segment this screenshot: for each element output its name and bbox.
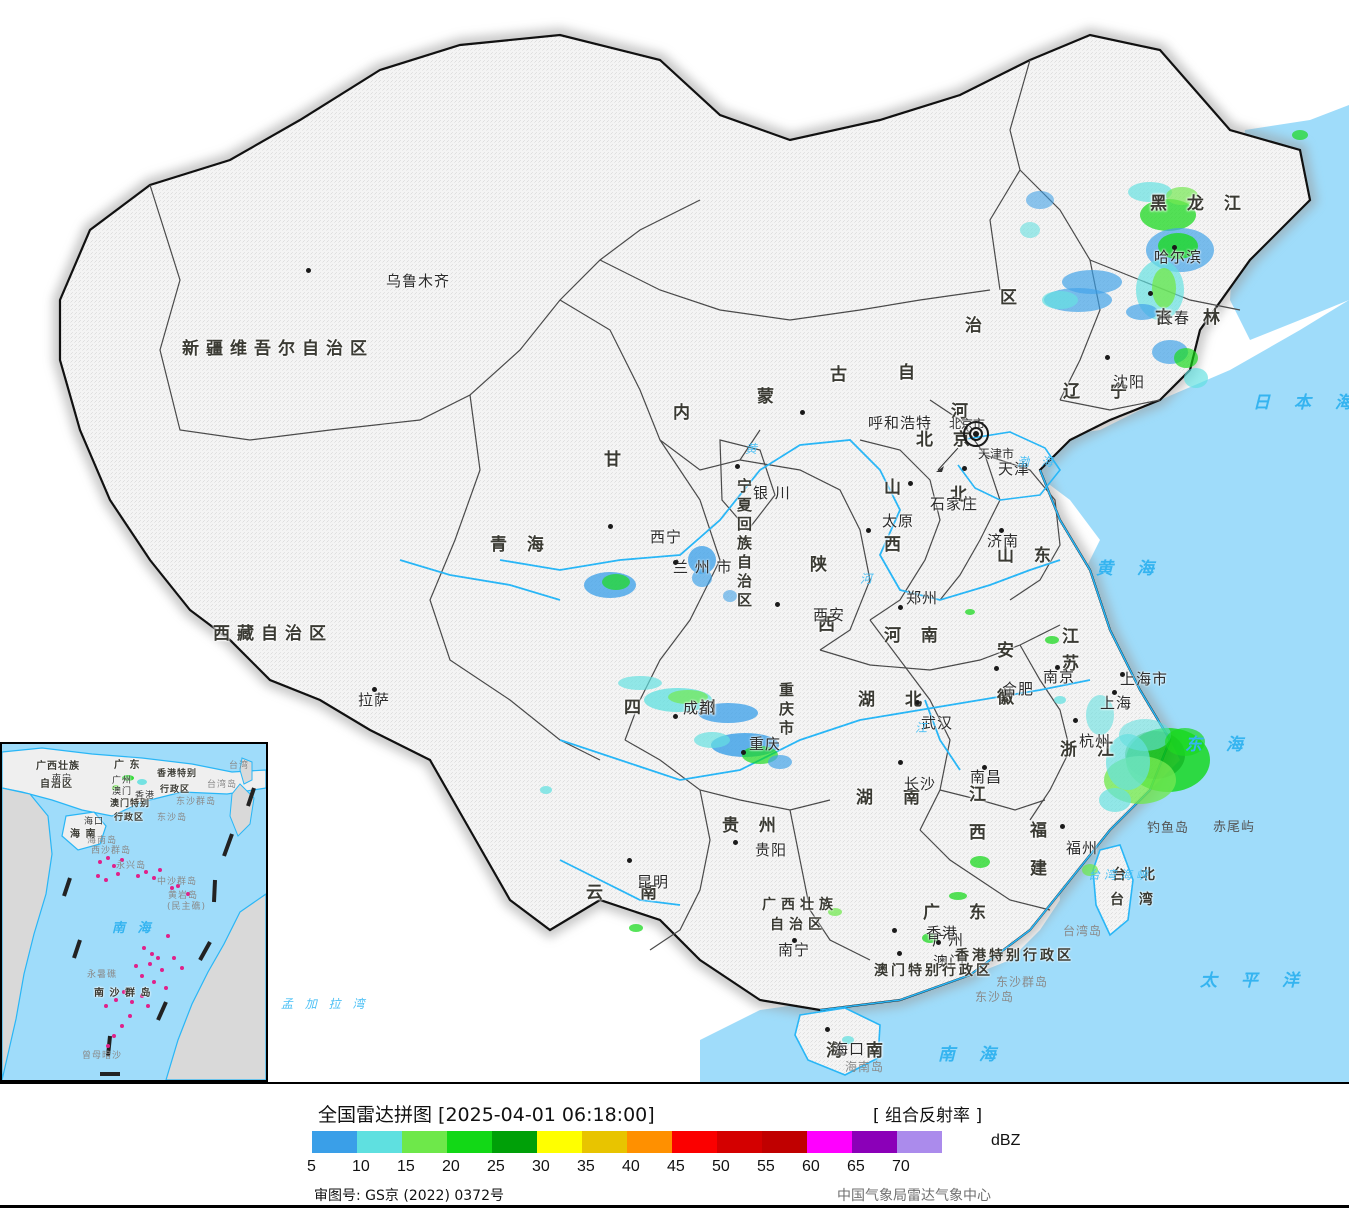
city-dot-1 — [372, 687, 377, 692]
city-dot-32 — [1105, 355, 1110, 360]
city-dot-14 — [1120, 672, 1125, 677]
colorbar-tick-5: 5 — [307, 1158, 316, 1175]
colorbar-swatch-8 — [672, 1131, 717, 1153]
city-dot-6 — [775, 602, 780, 607]
city-dot-2 — [608, 524, 613, 529]
city-dot-16 — [1073, 718, 1078, 723]
map-canvas[interactable]: 新疆维吾尔自治区 西藏自治区青 海甘内蒙古自治区宁夏回族自治区陕西山西河北山 东河… — [0, 0, 1349, 1082]
colorbar-tick-40: 40 — [622, 1158, 640, 1175]
city-dot-25 — [792, 938, 797, 943]
colorbar-tick-50: 50 — [712, 1158, 730, 1175]
colorbar-tick-20: 20 — [442, 1158, 460, 1175]
colorbar-tick-45: 45 — [667, 1158, 685, 1175]
legend-title: 全国雷达拼图 [2025-04-01 06:18:00] — [318, 1104, 655, 1126]
inset-vector-layer — [2, 744, 266, 1080]
city-dot-9 — [962, 466, 967, 471]
province-boundaries — [149, 59, 1241, 961]
city-dot-31 — [1148, 291, 1153, 296]
colorbar-tick-10: 10 — [352, 1158, 370, 1175]
city-dot-23 — [733, 840, 738, 845]
colorbar-tick-labels: 5 10 15 20 25 30 35 40 45 50 55 60 65 70 — [307, 1158, 1002, 1178]
south-china-sea-inset-map[interactable]: 广西壮族 自治区 南宁广 东广州 澳门 香港 香港特别 行政区 澳门特别 行政区 台湾 台湾岛 东沙群… — [0, 742, 268, 1082]
rivers-layer — [399, 439, 1091, 906]
colorbar-swatch-13 — [897, 1131, 942, 1153]
city-dot-11 — [898, 605, 903, 610]
beijing-radar-station-icon — [963, 421, 989, 447]
city-dot-27 — [936, 940, 941, 945]
colorbar-swatch-10 — [762, 1131, 807, 1153]
colorbar-tick-65: 65 — [847, 1158, 865, 1175]
colorbar-tick-60: 60 — [802, 1158, 820, 1175]
city-dot-15 — [1112, 690, 1117, 695]
city-dot-4 — [735, 464, 740, 469]
issuing-agency: 中国气象局雷达气象中心 — [837, 1188, 991, 1204]
city-dot-3 — [673, 560, 678, 565]
city-dot-17 — [982, 765, 987, 770]
colorbar-tick-70: 70 — [892, 1158, 910, 1175]
colorbar-swatch-11 — [807, 1131, 852, 1153]
colorbar-swatch-1 — [357, 1131, 402, 1153]
radar-echo-layer — [540, 130, 1308, 1044]
city-dot-5 — [800, 410, 805, 415]
city-dot-28 — [897, 951, 902, 956]
city-dot-10 — [999, 528, 1004, 533]
colorbar-tick-15: 15 — [397, 1158, 415, 1175]
colorbar-swatch-6 — [582, 1131, 627, 1153]
city-dot-12 — [994, 666, 999, 671]
city-dot-19 — [915, 700, 920, 705]
legend-product-mode: [ 组合反射率 ] — [873, 1106, 983, 1126]
city-dot-26 — [892, 928, 897, 933]
colorbar-swatch-0 — [312, 1131, 357, 1153]
city-dot-18 — [1060, 824, 1065, 829]
colorbar-swatch-2 — [402, 1131, 447, 1153]
city-dot-30 — [1172, 245, 1177, 250]
city-dot-21 — [673, 714, 678, 719]
colorbar-tick-30: 30 — [532, 1158, 550, 1175]
colorbar-swatch-9 — [717, 1131, 762, 1153]
landmass-layer — [58, 33, 1312, 1076]
city-dot-29 — [825, 1027, 830, 1032]
colorbar-tick-25: 25 — [487, 1158, 505, 1175]
colorbar-swatch-4 — [492, 1131, 537, 1153]
city-dot-8 — [908, 481, 913, 486]
colorbar-swatches — [312, 1131, 942, 1153]
colorbar-swatch-7 — [627, 1131, 672, 1153]
colorbar-swatch-5 — [537, 1131, 582, 1153]
map-approval-number: 审图号: GS京 (2022) 0372号 — [314, 1188, 504, 1204]
city-dot-24 — [627, 858, 632, 863]
city-dot-13 — [1055, 665, 1060, 670]
city-dot-0 — [306, 268, 311, 273]
legend-panel: 全国雷达拼图 [2025-04-01 06:18:00] [ 组合反射率 ] d… — [0, 1082, 1349, 1208]
colorbar-swatch-12 — [852, 1131, 897, 1153]
city-dot-22 — [741, 750, 746, 755]
colorbar-unit-label: dBZ — [991, 1132, 1021, 1149]
city-dot-20 — [898, 760, 903, 765]
colorbar-swatch-3 — [447, 1131, 492, 1153]
city-dot-7 — [866, 528, 871, 533]
colorbar-tick-35: 35 — [577, 1158, 595, 1175]
colorbar-tick-55: 55 — [757, 1158, 775, 1175]
